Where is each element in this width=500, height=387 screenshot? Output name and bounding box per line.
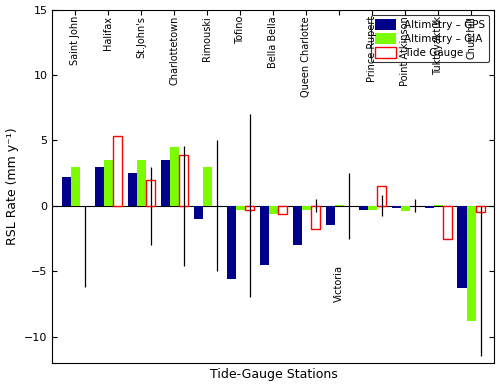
Bar xyxy=(278,206,287,214)
Bar xyxy=(302,206,311,210)
Bar xyxy=(358,206,368,210)
Bar xyxy=(377,186,386,206)
Bar xyxy=(476,206,485,212)
Bar xyxy=(269,206,278,214)
Bar xyxy=(94,166,104,206)
Bar xyxy=(104,160,113,206)
Bar xyxy=(236,206,245,210)
Text: Tuktoyaktuk: Tuktoyaktuk xyxy=(434,16,444,75)
Text: Queen Charlotte: Queen Charlotte xyxy=(302,16,312,97)
Text: Churchill: Churchill xyxy=(466,16,476,59)
Text: Saint John: Saint John xyxy=(70,16,81,65)
Bar xyxy=(400,206,410,211)
Bar xyxy=(137,160,146,206)
Text: Point Atkinson: Point Atkinson xyxy=(400,16,410,86)
Bar xyxy=(260,206,269,265)
Bar xyxy=(292,206,302,245)
Text: Prince Rupert: Prince Rupert xyxy=(368,16,378,82)
X-axis label: Tide-Gauge Stations: Tide-Gauge Stations xyxy=(210,368,338,382)
Bar xyxy=(146,180,156,206)
Bar xyxy=(335,205,344,206)
Y-axis label: RSL Rate (mm y⁻¹): RSL Rate (mm y⁻¹) xyxy=(6,127,18,245)
Legend: Altimetry – GPS, Altimetry – GIA, Tide Gauge: Altimetry – GPS, Altimetry – GIA, Tide G… xyxy=(370,15,489,62)
Bar xyxy=(71,166,80,206)
Bar xyxy=(62,177,71,206)
Bar xyxy=(434,205,443,206)
Bar xyxy=(466,206,476,321)
Bar xyxy=(179,155,188,206)
Bar xyxy=(128,173,137,206)
Bar xyxy=(226,206,236,279)
Bar xyxy=(160,160,170,206)
Bar xyxy=(392,206,400,209)
Bar xyxy=(245,206,254,210)
Bar xyxy=(424,206,434,209)
Bar xyxy=(311,206,320,229)
Bar xyxy=(458,206,466,288)
Text: Bella Bella: Bella Bella xyxy=(268,16,278,68)
Text: Tofino: Tofino xyxy=(236,16,246,45)
Text: Rimouski: Rimouski xyxy=(202,16,212,61)
Bar xyxy=(203,166,212,206)
Text: St.John's: St.John's xyxy=(136,16,146,58)
Text: Charlottetown: Charlottetown xyxy=(170,16,179,86)
Text: Halifax: Halifax xyxy=(104,16,114,50)
Bar xyxy=(113,137,122,206)
Bar xyxy=(443,206,452,238)
Bar xyxy=(326,206,335,226)
Bar xyxy=(368,206,377,210)
Bar xyxy=(194,206,203,219)
Bar xyxy=(170,147,179,206)
Text: Victoria: Victoria xyxy=(334,265,344,302)
